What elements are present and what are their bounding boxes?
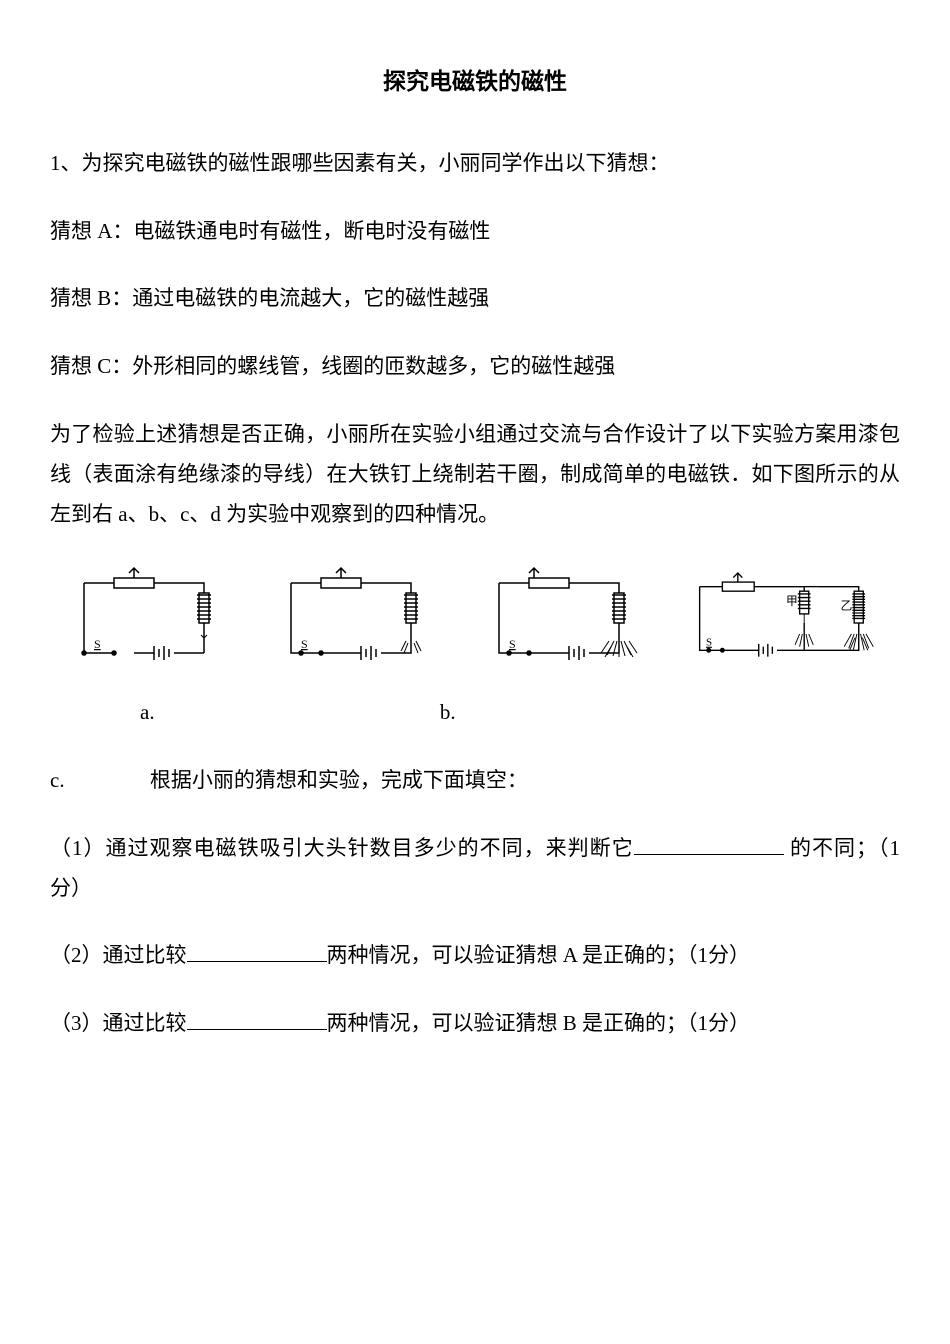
diagram-b: S — [271, 563, 471, 683]
q2-suffix: 两种情况，可以验证猜想 A 是正确的；（1分） — [327, 943, 751, 967]
q3-suffix: 两种情况，可以验证猜想 B 是正确的；（1分） — [327, 1011, 751, 1035]
q3-blank — [187, 1009, 327, 1030]
hypothesis-b: 猜想 B：通过电磁铁的电流越大，它的磁性越强 — [50, 279, 900, 319]
instruction-text: 根据小丽的猜想和实验，完成下面填空： — [150, 768, 528, 792]
diagram-d: 甲 乙 S — [686, 563, 886, 683]
question-1: （1）通过观察电磁铁吸引大头针数目多少的不同，来判断它 的不同；（1 分） — [50, 829, 900, 909]
svg-text:乙: 乙 — [841, 598, 853, 612]
hypothesis-c: 猜想 C：外形相同的螺线管，线圈的匝数越多，它的磁性越强 — [50, 347, 900, 387]
svg-text:S: S — [301, 637, 308, 651]
q1-blank — [634, 834, 784, 855]
svg-text:S: S — [509, 637, 516, 651]
hypothesis-a: 猜想 A：电磁铁通电时有磁性，断电时没有磁性 — [50, 212, 900, 252]
svg-text:S: S — [94, 637, 101, 651]
experiment-description: 为了检验上述猜想是否正确，小丽所在实验小组通过交流与合作设计了以下实验方案用漆包… — [50, 415, 900, 535]
page-title: 探究电磁铁的磁性 — [50, 60, 900, 104]
question-2: （2）通过比较 两种情况，可以验证猜想 A 是正确的；（1分） — [50, 936, 900, 976]
diagram-a: S — [64, 563, 264, 683]
label-b: b. — [440, 693, 456, 733]
svg-text:甲: 甲 — [786, 594, 798, 608]
label-a: a. — [140, 693, 155, 733]
q3-prefix: （3）通过比较 — [50, 1011, 187, 1035]
diagram-row: S S — [50, 563, 900, 683]
instruction-line: c. 根据小丽的猜想和实验，完成下面填空： — [50, 761, 900, 801]
q2-blank — [187, 941, 327, 962]
diagram-c: S — [479, 563, 679, 683]
q2-prefix: （2）通过比较 — [50, 943, 187, 967]
question-3: （3）通过比较 两种情况，可以验证猜想 B 是正确的；（1分） — [50, 1004, 900, 1044]
diagram-labels: a. b. — [50, 693, 900, 733]
q1-prefix: （1）通过观察电磁铁吸引大头针数目多少的不同，来判断它 — [50, 836, 634, 860]
svg-text:S: S — [706, 637, 712, 649]
intro-paragraph: 1、为探究电磁铁的磁性跟哪些因素有关，小丽同学作出以下猜想： — [50, 144, 900, 184]
label-c: c. — [50, 768, 65, 792]
